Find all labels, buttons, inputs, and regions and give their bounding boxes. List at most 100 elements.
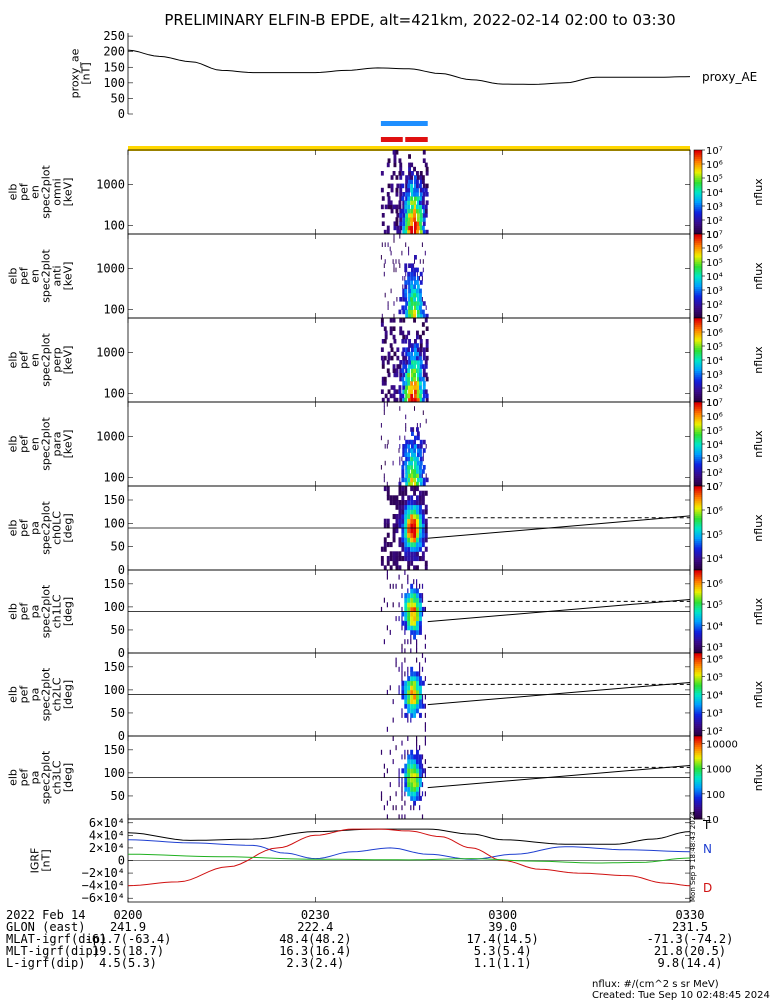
en_anti-ylabel-line: elb xyxy=(7,268,20,285)
spectrogram-pixel xyxy=(399,460,401,466)
colorbar-segment xyxy=(694,504,702,508)
spectrogram-pixel xyxy=(407,376,411,382)
spectrogram-pixel xyxy=(410,187,414,193)
spectrogram-pixel xyxy=(419,368,422,373)
spectrogram-pixel xyxy=(386,225,390,231)
spectrogram-pixel xyxy=(422,355,426,361)
spectrogram-pixel xyxy=(390,385,394,390)
spectrogram-pixel xyxy=(416,786,419,792)
colorbar-segment xyxy=(694,760,702,764)
spectrogram-pixel xyxy=(386,523,390,529)
spectrogram-pixel xyxy=(399,234,401,239)
spectrogram-pixel xyxy=(419,782,422,788)
spectrogram-pixel xyxy=(404,397,408,403)
spectrogram-pixel xyxy=(404,556,408,562)
colorbar-segment xyxy=(694,408,702,411)
spectrogram-pixel xyxy=(396,355,400,361)
colorbar-segment xyxy=(694,160,702,164)
spectrogram-pixel xyxy=(416,460,420,466)
spectrogram-pixel xyxy=(413,616,416,622)
colorbar-segment xyxy=(694,546,702,550)
spectrogram-pixel xyxy=(381,196,385,201)
proxy-ae-ytick-label: 0 xyxy=(118,107,125,121)
colorbar-segment xyxy=(694,223,702,227)
pa_ch3-pixels xyxy=(380,736,426,820)
spectrogram-pixel xyxy=(386,229,390,235)
spectrogram-pixel xyxy=(389,393,393,399)
spectrogram-pixel xyxy=(401,708,403,714)
spectrogram-pixel xyxy=(395,150,399,155)
spectrogram-pixel xyxy=(383,486,387,492)
spectrogram-pixel xyxy=(401,791,403,797)
spectrogram-pixel xyxy=(407,625,411,631)
colorbar-tick-label: 10² xyxy=(706,384,723,395)
spectrogram-pixel xyxy=(386,495,390,501)
spectrogram-pixel xyxy=(408,460,411,466)
spectrogram-pixel xyxy=(387,301,389,306)
spectrogram-pixel xyxy=(413,763,416,769)
spectrogram-pixel xyxy=(410,671,414,677)
spectrogram-pixel xyxy=(380,546,384,552)
spectrogram-pixel xyxy=(413,712,416,718)
spectrogram-pixel xyxy=(392,460,394,466)
spectrogram-pixel xyxy=(419,685,422,691)
colorbar-segment xyxy=(694,414,702,418)
spectrogram-pixel xyxy=(424,213,428,218)
spectrogram-pixel xyxy=(414,280,417,285)
colorbar-segment xyxy=(694,630,702,633)
spectrogram-pixel xyxy=(404,551,408,557)
igrf-ytick-label: −2×10⁴ xyxy=(82,866,125,880)
spectrogram-pixel xyxy=(411,301,414,306)
spectrogram-pixel xyxy=(392,602,394,608)
spectrogram-pixel xyxy=(422,217,426,222)
pa_ch1-ytick-label: 50 xyxy=(111,623,125,637)
colorbar-tick-label: 10⁴ xyxy=(706,621,723,632)
spectrogram-pixel xyxy=(410,708,414,714)
spectrogram-pixel xyxy=(424,187,428,193)
spectrogram-pixel xyxy=(421,606,425,612)
spectrogram-pixel xyxy=(398,782,400,788)
spectrogram-pixel xyxy=(404,460,408,466)
xaxis-row-value: 0300 xyxy=(488,908,517,922)
spectrogram-pixel xyxy=(424,509,428,515)
xaxis-row-value: 222.4 xyxy=(297,920,333,934)
spectrogram-pixel xyxy=(413,200,416,205)
colorbar-tick-label: 10⁶ xyxy=(706,328,723,339)
colorbar-segment xyxy=(694,383,702,386)
proxy-ae-ytick-label: 100 xyxy=(103,76,125,90)
spectrogram-pixel xyxy=(424,546,428,552)
spectrogram-pixel xyxy=(401,593,403,599)
colorbar-segment xyxy=(694,259,702,262)
pa_ch2-ytick-label: 0 xyxy=(118,729,125,743)
spectrogram-pixel xyxy=(386,574,388,580)
spectrogram-pixel xyxy=(413,606,416,612)
spectrogram-pixel xyxy=(408,481,411,487)
spectrogram-pixel xyxy=(387,439,389,445)
spectrogram-pixel xyxy=(419,583,421,589)
en_para-ylabel-line: [keV] xyxy=(62,430,75,459)
colorbar-segment xyxy=(694,320,702,323)
xaxis-row-label: MLT-igrf(dip) xyxy=(6,944,100,958)
colorbar-segment xyxy=(694,502,702,506)
colorbar-segment xyxy=(694,368,702,371)
pa_ch2-ytick-label: 100 xyxy=(103,683,125,697)
spectrogram-pixel xyxy=(404,288,408,294)
colorbar-segment xyxy=(694,240,702,243)
spectrogram-pixel xyxy=(419,469,422,474)
spectrogram-pixel xyxy=(395,259,397,264)
spectrogram-pixel xyxy=(404,280,408,285)
colorbar-segment xyxy=(694,619,702,623)
colorbar-segment xyxy=(694,477,702,481)
spectrogram-pixel xyxy=(392,150,396,155)
spectrogram-pixel xyxy=(416,782,419,788)
spectrogram-pixel xyxy=(404,602,408,608)
spectrogram-pixel xyxy=(392,368,396,373)
spectrogram-pixel xyxy=(380,255,382,260)
spectrogram-pixel xyxy=(413,509,416,515)
colorbar-tick-label: 10⁵ xyxy=(706,258,723,269)
igrf-legend-D: D xyxy=(703,881,712,895)
spectrogram-pixel xyxy=(413,364,416,369)
spectrogram-pixel xyxy=(404,339,408,344)
spectrogram-pixel xyxy=(419,393,422,399)
spectrogram-pixel xyxy=(416,334,419,340)
